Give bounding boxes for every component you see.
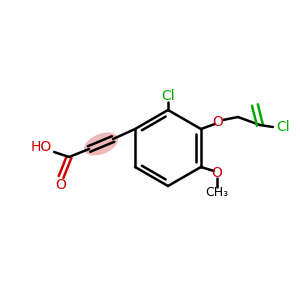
Text: HO: HO xyxy=(31,140,52,154)
Text: Cl: Cl xyxy=(276,120,290,134)
Text: Cl: Cl xyxy=(161,89,175,103)
Text: O: O xyxy=(212,115,223,129)
Text: CH₃: CH₃ xyxy=(205,187,229,200)
Text: O: O xyxy=(56,178,67,192)
Text: O: O xyxy=(212,166,222,180)
Ellipse shape xyxy=(84,133,118,155)
